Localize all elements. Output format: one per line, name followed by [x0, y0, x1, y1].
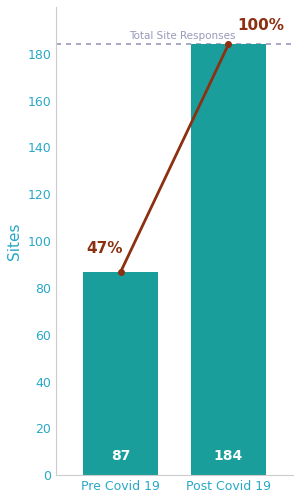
- Text: 47%: 47%: [86, 240, 123, 256]
- Text: Total Site Responses: Total Site Responses: [129, 31, 236, 41]
- Text: 184: 184: [214, 450, 243, 464]
- Text: 100%: 100%: [237, 18, 284, 32]
- Y-axis label: Sites: Sites: [7, 222, 22, 260]
- Text: 87: 87: [111, 450, 130, 464]
- Bar: [83, 272, 158, 475]
- Bar: [191, 44, 266, 475]
